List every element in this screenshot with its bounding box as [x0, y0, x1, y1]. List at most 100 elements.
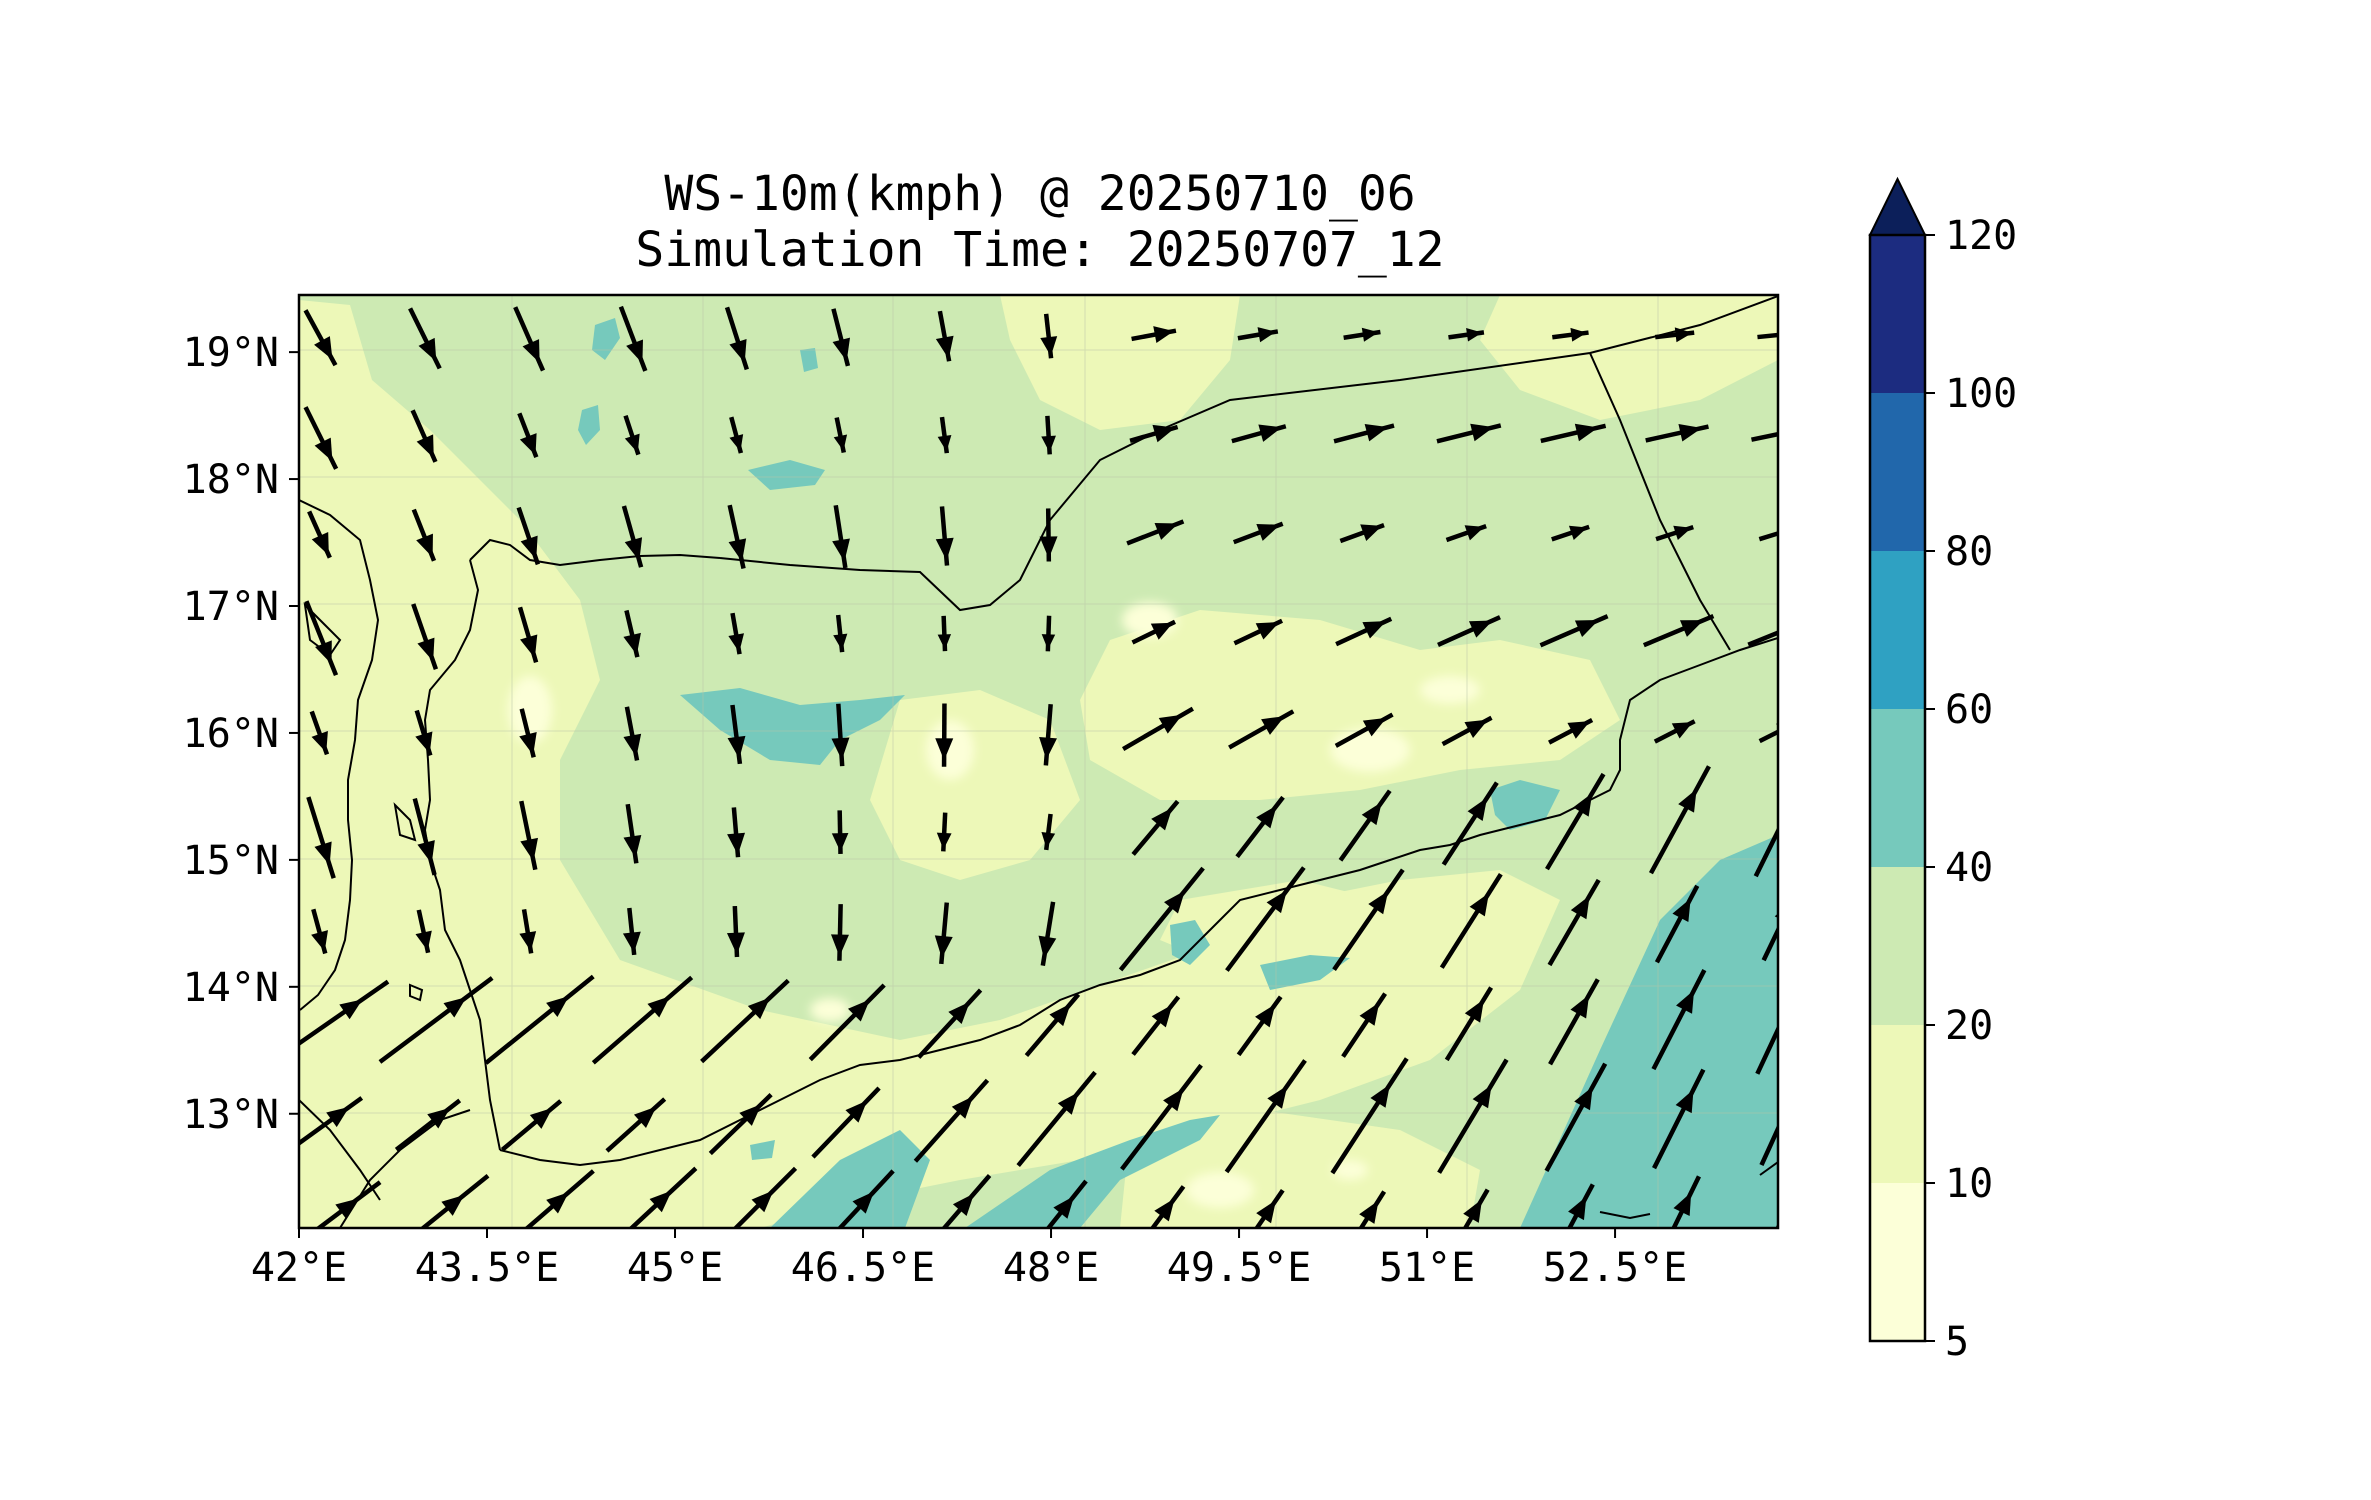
africa-border — [299, 1099, 381, 1201]
wind-arrow-head — [1257, 327, 1276, 343]
wind-arrow-head — [852, 1191, 875, 1214]
wind-arrow-shaft — [299, 1096, 364, 1146]
calm-spot — [1332, 1160, 1368, 1180]
wind-arrow-shaft — [523, 1169, 595, 1228]
colorbar-segment — [1870, 393, 1925, 551]
island — [303, 602, 342, 657]
wind-arrow-shaft — [1755, 1024, 1778, 1075]
wind-arrow-head — [1038, 935, 1057, 959]
island — [1599, 1211, 1651, 1220]
wind-arrow-head — [623, 632, 641, 655]
wind-arrow-head — [729, 434, 744, 452]
wind-arrow-shaft — [1225, 866, 1306, 972]
wind-arrow-shaft — [913, 1078, 990, 1163]
wind-arrow-shaft — [1758, 531, 1778, 542]
wind-arrow-head — [1261, 716, 1285, 735]
wind-arrow-head — [1777, 1108, 1778, 1110]
colorbar-tick-label: 40 — [1945, 845, 1993, 891]
wind-arrow-shaft — [1547, 878, 1601, 967]
x-tick-label: 52.5°E — [1543, 1245, 1688, 1291]
wind-arrow-head — [314, 437, 333, 462]
wind-arrow-shaft — [1120, 1063, 1203, 1171]
wind-arrow-head — [1782, 786, 1800, 810]
wind-arrow-head — [1574, 1086, 1593, 1111]
wind-arrow-shaft — [1652, 1068, 1706, 1170]
wind-arrow-head — [519, 732, 537, 755]
wind-arrow-head — [1467, 797, 1488, 822]
map-panel — [299, 295, 1804, 1228]
colorbar: 5 10 20 40 60 80 100 120 — [1868, 176, 2017, 1365]
wind-arrow-shaft — [1118, 866, 1205, 972]
wind-arrow-head — [1466, 328, 1483, 342]
wind-arrow-head — [847, 999, 870, 1022]
wind-arrow-head — [1671, 722, 1693, 739]
wind-arrow-shaft — [1330, 1057, 1409, 1175]
wind-arrow-head — [519, 931, 537, 952]
calm-spot — [508, 676, 552, 744]
wind-arrow-head — [747, 997, 771, 1020]
wind-arrow-shaft — [419, 1174, 490, 1228]
wind-arrow-head — [1040, 336, 1058, 357]
wind-arrow-shaft — [1545, 772, 1606, 871]
wind-arrow-head — [833, 633, 848, 651]
wind-arrow-head — [1673, 525, 1692, 540]
strong-wind-region-offshore — [1170, 920, 1210, 965]
wind-arrow-head — [728, 538, 747, 562]
wind-arrow-head — [1781, 424, 1804, 442]
y-tick-label: 14°N — [183, 965, 279, 1011]
colorbar-segment — [1870, 867, 1925, 1025]
wind-arrow-head — [339, 999, 363, 1020]
wind-arrow-head — [1469, 892, 1489, 917]
strong-wind-region-offshore — [1260, 955, 1350, 990]
wind-arrow-shaft — [378, 976, 494, 1064]
colorbar-tick-label: 60 — [1945, 687, 1993, 733]
strong-wind-region-small — [578, 405, 600, 445]
wind-arrow-head — [1573, 793, 1593, 817]
wind-arrow-shaft — [484, 974, 595, 1065]
wind-arrow-head — [1468, 620, 1493, 638]
wind-arrow-head — [520, 535, 538, 560]
wind-arrow-head — [1673, 1192, 1692, 1217]
wind-arrow-head — [1567, 721, 1591, 739]
wind-arrow-head — [952, 1193, 975, 1216]
wind-arrow-head — [326, 1106, 350, 1128]
wind-arrow-head — [415, 731, 433, 754]
wind-arrow-head — [1570, 327, 1587, 342]
wind-arrow-head — [1154, 523, 1179, 540]
wind-arrow-head — [427, 1107, 451, 1129]
y-tick-label: 13°N — [183, 1092, 279, 1138]
wind-arrow-shaft — [1753, 826, 1778, 878]
wind-arrow-head — [415, 930, 432, 951]
low-wind-region-west — [299, 300, 1560, 1228]
wind-arrow-head — [522, 339, 540, 363]
wind-arrow-head — [937, 634, 952, 650]
calm-spot — [1420, 676, 1480, 704]
y-tick-label: 16°N — [183, 711, 279, 757]
wind-arrow-head — [1255, 1004, 1276, 1028]
wind-arrow-head — [1463, 1199, 1483, 1223]
wind-arrow-head — [441, 1195, 465, 1216]
wind-arrow-head — [1164, 890, 1185, 914]
wind-arrow-head — [1570, 895, 1590, 920]
wind-arrow-head — [1153, 326, 1174, 344]
wind-arrow-head — [831, 737, 850, 760]
island — [1759, 1161, 1778, 1176]
wind-arrow-head — [1039, 536, 1058, 559]
wind-arrow-head — [1574, 620, 1599, 638]
wind-arrow-head — [519, 433, 537, 456]
strong-wind-region-central — [680, 688, 905, 765]
wind-arrow-head — [1779, 1187, 1796, 1211]
wind-arrow-head — [1370, 1084, 1390, 1108]
wind-arrow-head — [314, 336, 333, 360]
x-tick-label: 46.5°E — [791, 1245, 936, 1291]
colorbar-tick-label: 100 — [1945, 371, 2017, 417]
wind-arrow-head — [1361, 801, 1382, 826]
wind-arrow-head — [937, 435, 952, 452]
wind-arrow-head — [624, 537, 643, 561]
wind-arrow-head — [1256, 1200, 1277, 1224]
wind-arrow-head — [1470, 423, 1494, 442]
wind-arrow-head — [1039, 736, 1058, 760]
wind-arrow-head — [649, 1190, 672, 1213]
wind-arrow-head — [623, 835, 642, 859]
wind-arrow-head — [951, 1096, 974, 1119]
